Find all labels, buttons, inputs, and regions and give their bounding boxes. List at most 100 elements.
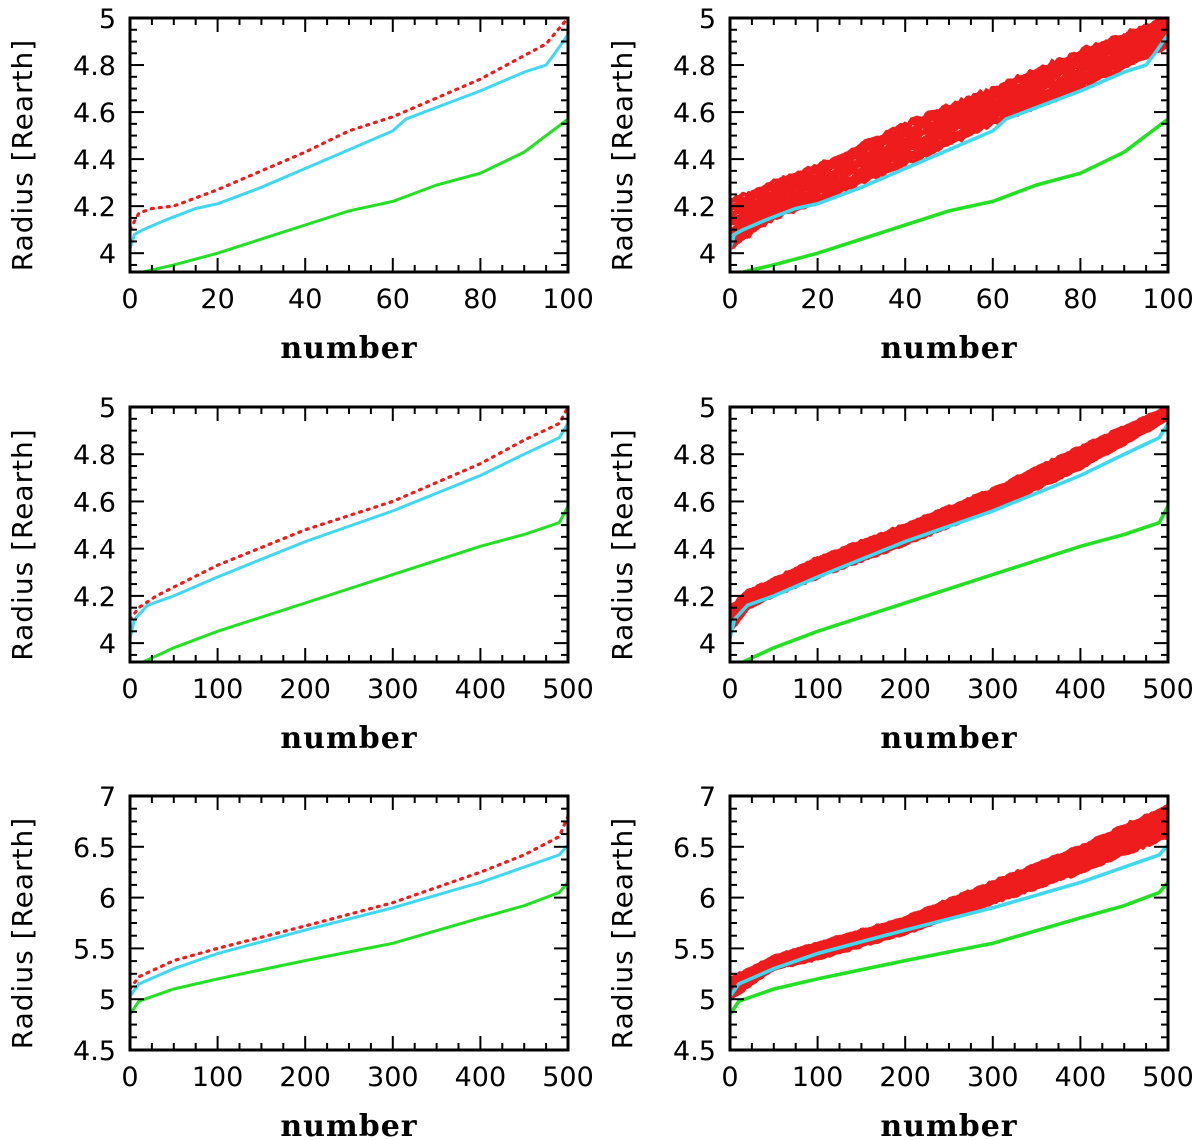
panel-2-2: 0 100 200 300 400 500 4 4.2 4.4 4.6 4.8 5 number Radi… <box>606 393 1194 756</box>
plot-area <box>730 18 1168 272</box>
x-tick-label: 200 <box>879 674 931 705</box>
x-tick-label: 100 <box>542 284 594 315</box>
y-tick-label: 4.2 <box>673 192 716 223</box>
x-tick-label: 100 <box>792 1062 844 1093</box>
cyan-series-line <box>130 33 568 249</box>
green-series-line <box>142 117 568 272</box>
y-axis-label: Radius [Rearth] <box>6 817 39 1049</box>
x-tick-label: 100 <box>192 1062 244 1093</box>
x-tick-label: 0 <box>721 1062 738 1093</box>
x-tick-label: 400 <box>1055 674 1107 705</box>
x-tick-label: 400 <box>455 1062 507 1093</box>
y-tick-label: 5 <box>99 393 116 424</box>
cyan-series-line <box>730 33 1168 250</box>
y-tick-label: 4.2 <box>73 192 116 223</box>
y-tick-label: 4.6 <box>73 98 116 129</box>
y-tick-label: 5.5 <box>673 934 716 965</box>
y-tick-label: 5 <box>699 985 716 1016</box>
red-ensemble-band <box>730 407 1168 634</box>
y-tick-label: 4.4 <box>673 535 716 566</box>
y-axis-label: Radius [Rearth] <box>6 428 39 660</box>
x-tick-label: 40 <box>288 284 322 315</box>
y-tick-label: 4.4 <box>673 145 716 176</box>
panel-1-1: 0 20 40 60 80 100 4 4.2 4.4 4.6 4.8 5 number Radius [… <box>6 4 594 366</box>
red-dotted-series-line <box>130 18 568 232</box>
x-tick-label: 200 <box>879 1062 931 1093</box>
panel-1-2: 0 20 40 60 80 100 4 4.2 4.4 4.6 4.8 5 number Radius [… <box>606 4 1194 366</box>
y-tick-label: 4.4 <box>73 535 116 566</box>
y-axis-label: Radius [Rearth] <box>606 39 639 271</box>
y-axis-label: Radius [Rearth] <box>606 817 639 1049</box>
y-tick-label: 4.6 <box>73 487 116 518</box>
x-tick-label: 500 <box>542 674 594 705</box>
x-tick-label: 20 <box>800 284 834 315</box>
y-tick-label: 6.5 <box>673 833 716 864</box>
panel-3-1: 0 100 200 300 400 500 4.5 5 5.5 6 6.5 7 number Radius… <box>6 782 594 1140</box>
x-tick-label: 200 <box>279 1062 331 1093</box>
y-tick-label: 4 <box>699 629 716 660</box>
y-tick-label: 4.2 <box>673 582 716 613</box>
y-axis-label: Radius [Rearth] <box>6 39 39 271</box>
plot-area <box>130 407 568 662</box>
cyan-series-line <box>130 843 568 998</box>
x-tick-label: 100 <box>1142 284 1194 315</box>
y-tick-label: 5 <box>99 4 116 35</box>
x-tick-label: 200 <box>279 674 331 705</box>
red-realization <box>730 18 1168 203</box>
plot-area <box>130 18 568 272</box>
y-tick-label: 4.8 <box>673 440 716 471</box>
axes-frame <box>128 16 570 274</box>
red-dotted-series-line <box>130 814 568 991</box>
green-series-line <box>142 505 568 662</box>
y-tick-label: 5 <box>699 393 716 424</box>
red-dotted-series-line <box>130 407 568 622</box>
red-ensemble-band <box>730 803 1168 1002</box>
red-realization <box>730 803 1168 982</box>
x-tick-label: 80 <box>463 284 497 315</box>
red-realization <box>730 407 1168 611</box>
x-tick-label: 500 <box>1142 674 1194 705</box>
x-axis-label: number <box>280 721 417 756</box>
axes-frame <box>128 405 570 664</box>
y-tick-label: 4.8 <box>73 51 116 82</box>
y-tick-label: 4.6 <box>673 487 716 518</box>
y-tick-label: 6.5 <box>73 833 116 864</box>
y-tick-label: 4 <box>99 239 116 270</box>
y-tick-label: 4.2 <box>73 582 116 613</box>
x-tick-label: 0 <box>721 284 738 315</box>
x-axis-label: number <box>880 1109 1017 1140</box>
red-ensemble-band <box>730 18 1168 250</box>
x-axis-label: number <box>280 1109 417 1140</box>
y-tick-label: 4.8 <box>673 51 716 82</box>
y-tick-label: 4.6 <box>673 98 716 129</box>
x-tick-label: 40 <box>888 284 922 315</box>
x-tick-label: 500 <box>1142 1062 1194 1093</box>
cyan-series-line <box>130 422 568 639</box>
cyan-series-line <box>730 843 1168 998</box>
x-axis-label: number <box>880 331 1017 366</box>
cyan-series-line <box>730 422 1168 639</box>
panel-2-1: 0 100 200 300 400 500 4 4.2 4.4 4.6 4.8 5 number Radi… <box>6 393 594 756</box>
y-tick-label: 5 <box>99 985 116 1016</box>
x-tick-label: 20 <box>200 284 234 315</box>
x-tick-label: 300 <box>367 1062 419 1093</box>
x-tick-label: 100 <box>792 674 844 705</box>
plot-area <box>130 814 568 1016</box>
y-tick-label: 5 <box>699 4 716 35</box>
green-series-line <box>130 881 568 1016</box>
x-tick-label: 0 <box>121 1062 138 1093</box>
x-tick-label: 100 <box>192 674 244 705</box>
y-tick-label: 4.5 <box>673 1036 716 1067</box>
green-series-line <box>730 881 1168 1016</box>
y-axis-label: Radius [Rearth] <box>606 428 639 660</box>
panel-3-2: 0 100 200 300 400 500 4.5 5 5.5 6 6.5 7 number Radius… <box>606 782 1194 1140</box>
y-tick-label: 6 <box>699 884 716 915</box>
y-tick-label: 5.5 <box>73 934 116 965</box>
y-tick-label: 6 <box>99 884 116 915</box>
y-tick-label: 4.5 <box>73 1036 116 1067</box>
x-axis-label: number <box>280 331 417 366</box>
y-tick-label: 7 <box>699 782 716 813</box>
x-tick-label: 300 <box>967 1062 1019 1093</box>
x-tick-label: 0 <box>121 674 138 705</box>
